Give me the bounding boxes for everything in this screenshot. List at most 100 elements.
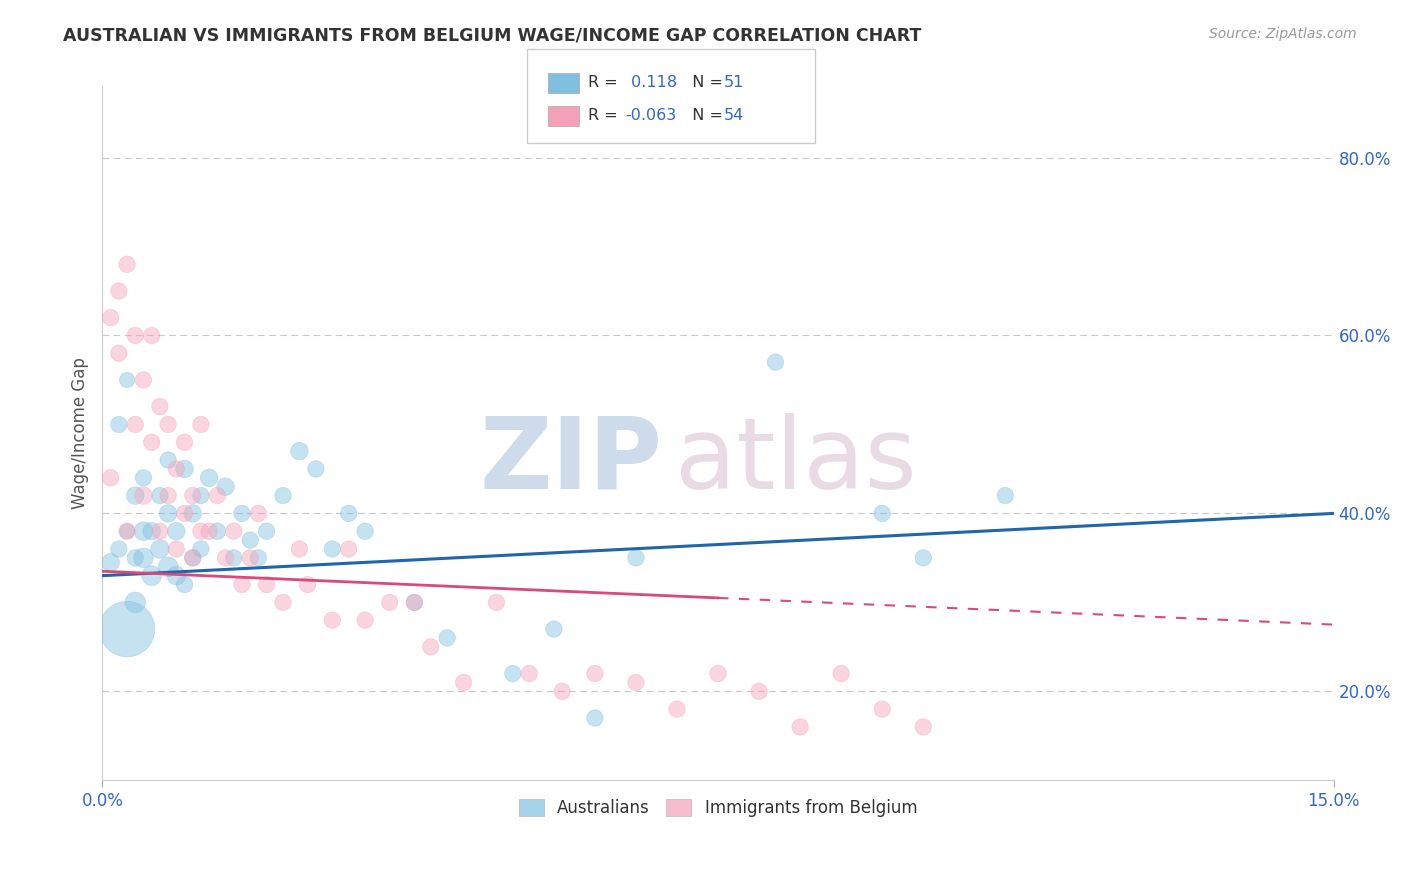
Y-axis label: Wage/Income Gap: Wage/Income Gap — [72, 358, 89, 509]
Point — [108, 417, 131, 432]
Point — [173, 577, 195, 591]
Point — [157, 417, 180, 432]
Text: ZIP: ZIP — [479, 413, 662, 509]
Point — [124, 417, 146, 432]
Point — [517, 666, 540, 681]
Point — [165, 462, 187, 476]
Point — [231, 577, 253, 591]
Point — [157, 559, 180, 574]
Point — [124, 328, 146, 343]
Point — [157, 489, 180, 503]
Point — [453, 675, 475, 690]
Point — [190, 541, 212, 556]
Point — [404, 595, 426, 609]
Point — [132, 373, 155, 387]
Point — [124, 489, 146, 503]
Point — [207, 524, 229, 539]
Text: Source: ZipAtlas.com: Source: ZipAtlas.com — [1209, 27, 1357, 41]
Point — [378, 595, 401, 609]
Point — [181, 550, 204, 565]
Text: R =: R = — [588, 109, 623, 123]
Point — [870, 507, 893, 521]
Point — [624, 550, 647, 565]
Point — [256, 577, 278, 591]
Point — [485, 595, 508, 609]
Text: atlas: atlas — [675, 413, 917, 509]
Point — [502, 666, 524, 681]
Point — [239, 533, 262, 547]
Point — [214, 550, 236, 565]
Text: N =: N = — [682, 109, 728, 123]
Point — [912, 720, 935, 734]
Point — [765, 355, 787, 369]
Point — [337, 507, 360, 521]
Point — [181, 489, 204, 503]
Point — [149, 524, 172, 539]
Point — [165, 568, 187, 582]
Point — [305, 462, 328, 476]
Point — [256, 524, 278, 539]
Point — [100, 310, 122, 325]
Point — [100, 555, 122, 569]
Point — [190, 417, 212, 432]
Point — [354, 524, 377, 539]
Point — [231, 507, 253, 521]
Point — [271, 595, 294, 609]
Point — [222, 550, 245, 565]
Point — [222, 524, 245, 539]
Point — [165, 524, 187, 539]
Point — [198, 524, 221, 539]
Point — [297, 577, 319, 591]
Text: 0.118: 0.118 — [626, 76, 676, 90]
Text: 54: 54 — [724, 109, 744, 123]
Point — [321, 613, 343, 627]
Point — [132, 471, 155, 485]
Text: AUSTRALIAN VS IMMIGRANTS FROM BELGIUM WAGE/INCOME GAP CORRELATION CHART: AUSTRALIAN VS IMMIGRANTS FROM BELGIUM WA… — [63, 27, 922, 45]
Text: R =: R = — [588, 76, 623, 90]
Point — [994, 489, 1017, 503]
Point — [141, 568, 163, 582]
Point — [912, 550, 935, 565]
Point — [115, 622, 138, 636]
Point — [870, 702, 893, 716]
Point — [748, 684, 770, 698]
Point — [337, 541, 360, 556]
Point — [173, 462, 195, 476]
Point — [173, 435, 195, 450]
Point — [157, 453, 180, 467]
Point — [404, 595, 426, 609]
Point — [115, 257, 138, 271]
Point — [108, 346, 131, 360]
Point — [132, 550, 155, 565]
Text: -0.063: -0.063 — [626, 109, 676, 123]
Point — [321, 541, 343, 556]
Point — [830, 666, 852, 681]
Point — [543, 622, 565, 636]
Point — [198, 471, 221, 485]
Point — [141, 524, 163, 539]
Point — [239, 550, 262, 565]
Point — [124, 595, 146, 609]
Point — [583, 666, 606, 681]
Point — [181, 507, 204, 521]
Point — [173, 507, 195, 521]
Point — [124, 550, 146, 565]
Point — [288, 541, 311, 556]
Point — [436, 631, 458, 645]
Point — [789, 720, 811, 734]
Point — [149, 489, 172, 503]
Point — [354, 613, 377, 627]
Point — [190, 524, 212, 539]
Point — [707, 666, 730, 681]
Point — [288, 444, 311, 458]
Point — [214, 480, 236, 494]
Point — [157, 507, 180, 521]
Point — [181, 550, 204, 565]
Point — [108, 284, 131, 298]
Point — [551, 684, 574, 698]
Point — [624, 675, 647, 690]
Point — [419, 640, 441, 654]
Point — [141, 328, 163, 343]
Point — [583, 711, 606, 725]
Point — [115, 524, 138, 539]
